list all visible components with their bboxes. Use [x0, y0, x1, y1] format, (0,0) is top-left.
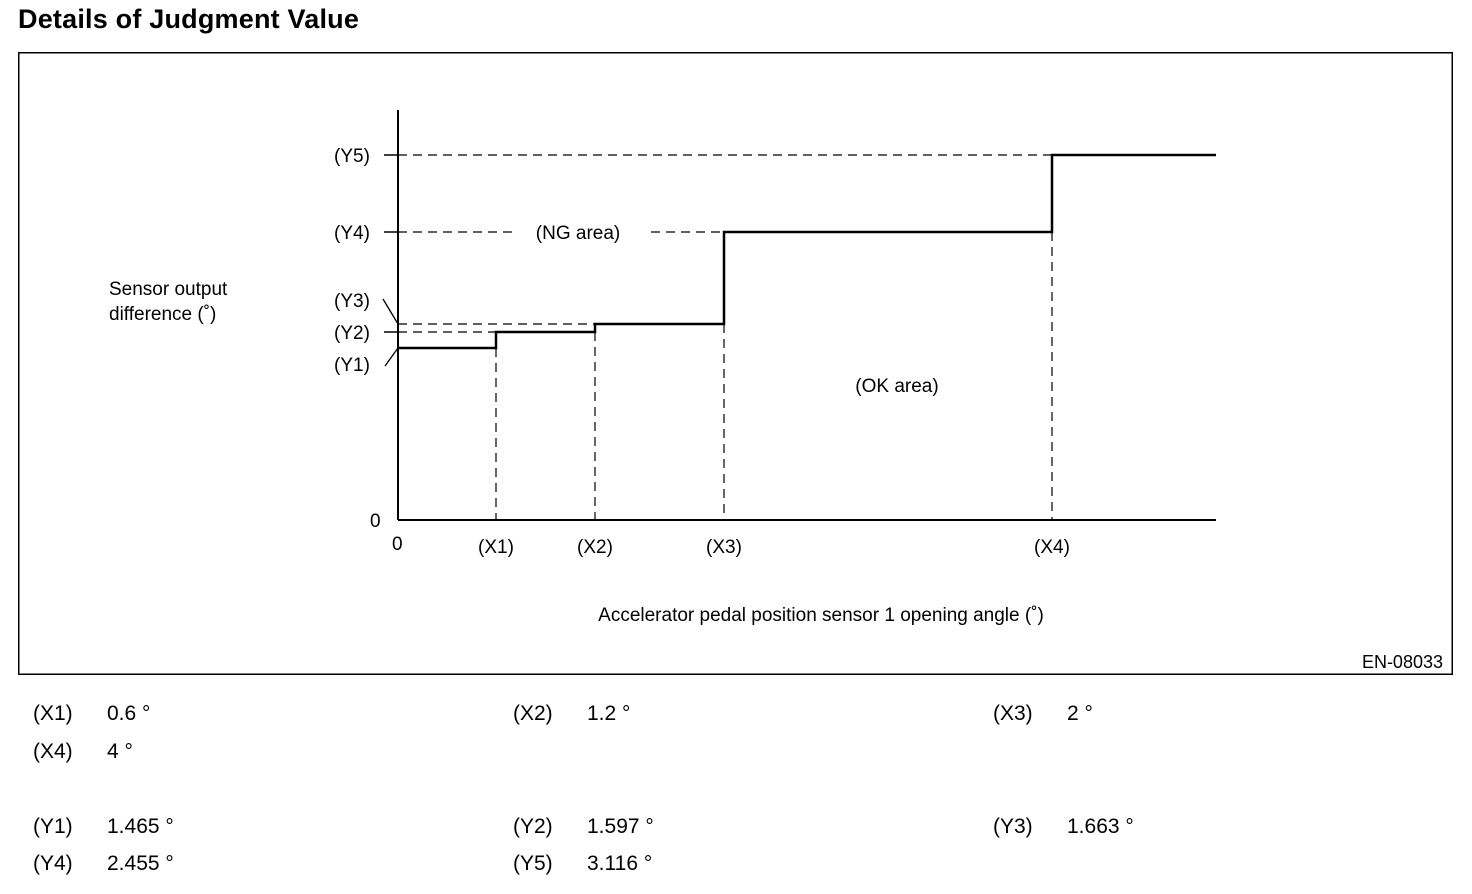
legend-value: 1.2 ° [587, 702, 631, 725]
page-title: Details of Judgment Value [18, 4, 360, 34]
figure-frame [18, 52, 1453, 675]
legend-key: (Y5) [513, 852, 553, 875]
legend-value: 1.597 ° [587, 815, 654, 838]
figure-code: EN-08033 [1362, 652, 1443, 672]
legend-value: 1.465 ° [107, 815, 174, 838]
legend-value: 0.6 ° [107, 702, 151, 725]
y-axis-title-line1: Sensor output [109, 279, 228, 300]
y1-label: (Y1) [334, 355, 370, 376]
y4-label: (Y4) [334, 223, 370, 244]
legend-value: 2.455 ° [107, 852, 174, 875]
y-origin-label: 0 [370, 511, 381, 532]
judgment-diagram: (Y5) (Y4) (Y3) (Y2) (Y1) 0 Sensor output… [18, 52, 1453, 675]
legend-key: (X2) [513, 702, 553, 725]
y3-label: (Y3) [334, 291, 370, 312]
legend-key: (X1) [33, 702, 73, 725]
x1-label: (X1) [478, 537, 514, 558]
legend-key: (Y2) [513, 815, 553, 838]
x3-label: (X3) [706, 537, 742, 558]
legend-key: (Y1) [33, 815, 73, 838]
y-axis-title-line2: difference (˚) [109, 304, 216, 325]
legend-value: 3.116 ° [587, 852, 653, 875]
x2-label: (X2) [577, 537, 613, 558]
legend-key: (X4) [33, 740, 73, 763]
y2-label: (Y2) [334, 323, 370, 344]
ok-area-label: (OK area) [855, 376, 938, 397]
x-origin-label: 0 [392, 534, 403, 555]
ng-area-label: (NG area) [536, 223, 620, 244]
legend-key: (X3) [993, 702, 1033, 725]
x-axis-title: Accelerator pedal position sensor 1 open… [598, 605, 1044, 626]
leader-y1 [384, 347, 399, 367]
y5-label: (Y5) [334, 146, 370, 167]
legend-value: 4 ° [107, 740, 133, 763]
legend-key: (Y3) [993, 815, 1033, 838]
legend-value: 1.663 ° [1067, 815, 1134, 838]
judgment-step-line [398, 153, 1216, 350]
legend-value: 2 ° [1067, 702, 1093, 725]
legend-key: (Y4) [33, 852, 73, 875]
leader-y3 [382, 298, 399, 325]
x4-label: (X4) [1034, 537, 1070, 558]
